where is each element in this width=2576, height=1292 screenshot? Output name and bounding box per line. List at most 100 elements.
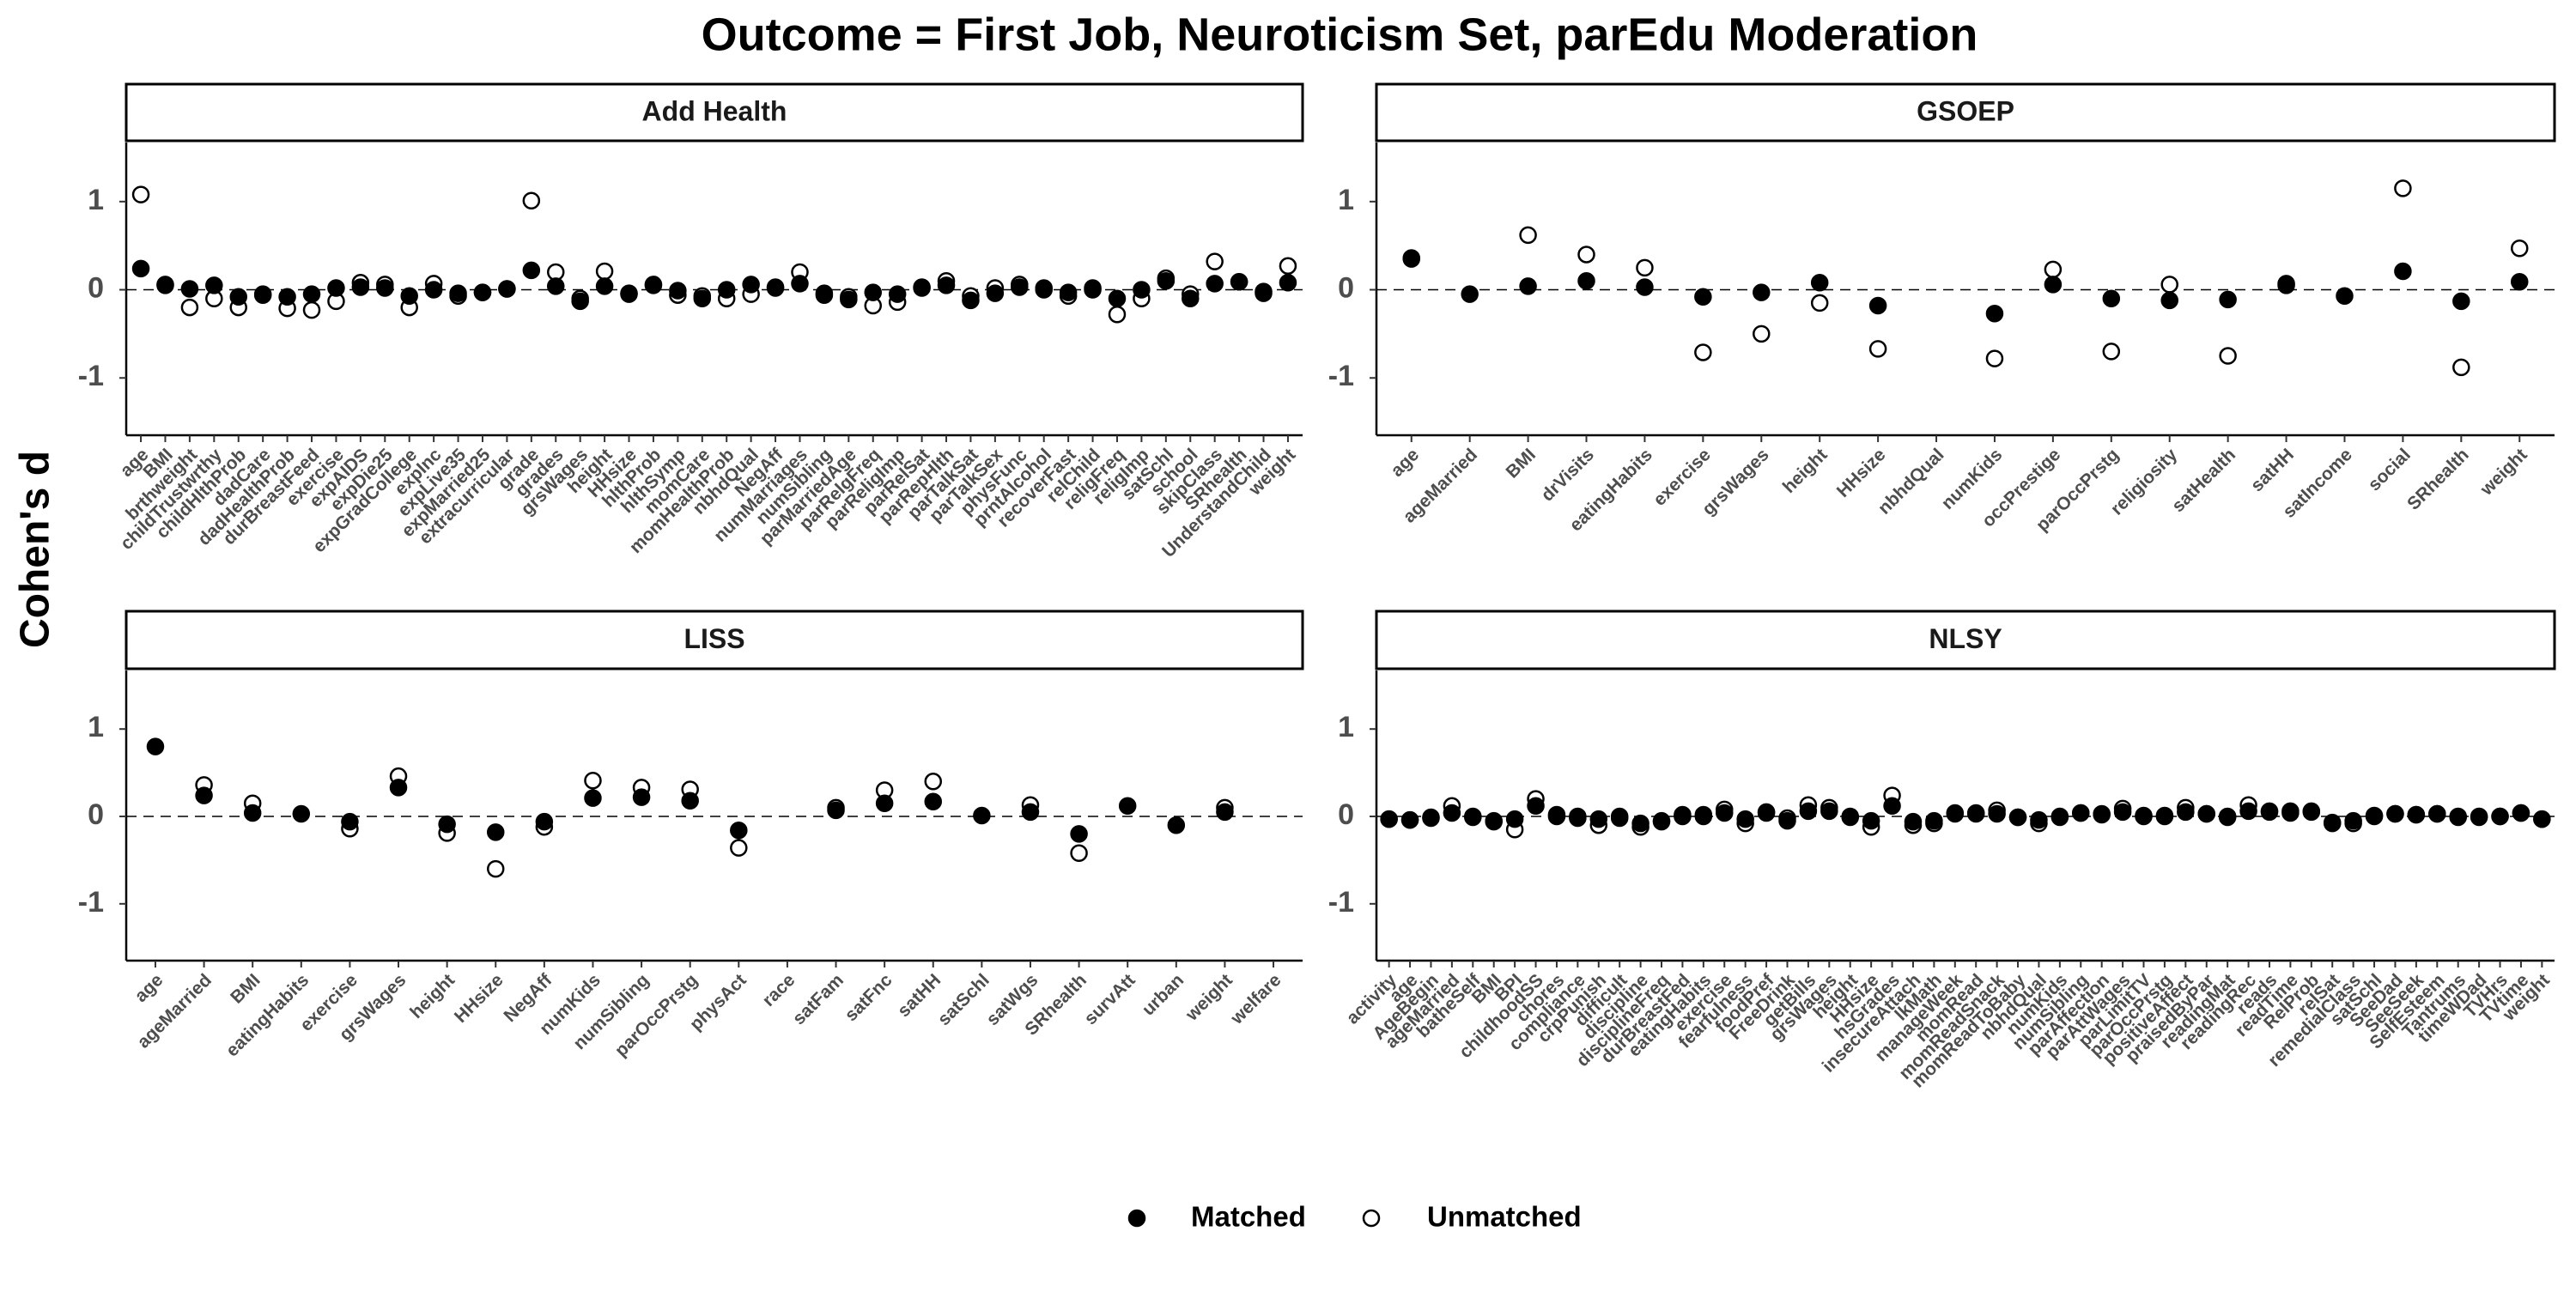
matched-point <box>2428 804 2446 823</box>
y-tick-label: 1 <box>1338 711 1354 743</box>
matched-point <box>1380 810 1398 828</box>
matched-point <box>840 290 858 309</box>
matched-point <box>2093 805 2111 824</box>
unmatched-point <box>1985 349 2004 367</box>
matched-point <box>2491 807 2509 826</box>
matched-point <box>2072 804 2090 822</box>
matched-point <box>376 279 394 297</box>
matched-point <box>1862 811 1880 830</box>
matched-point <box>2394 262 2412 281</box>
unmatched-point <box>1108 306 1127 324</box>
matched-point <box>888 285 907 303</box>
matched-point <box>2030 810 2048 829</box>
matched-point <box>986 284 1005 302</box>
matched-point <box>1904 812 1923 831</box>
matched-point <box>1255 284 1273 302</box>
unmatched-point <box>522 191 541 210</box>
matched-point <box>1757 803 1776 822</box>
y-tick-label: 1 <box>1338 184 1354 216</box>
matched-point <box>1810 274 1829 292</box>
matched-point <box>1547 807 1566 826</box>
matched-point <box>742 276 760 294</box>
matched-point <box>205 276 223 294</box>
unmatched-point <box>131 185 150 203</box>
legend-marker <box>1362 1209 1381 1228</box>
matched-point <box>1631 814 1649 833</box>
matched-point <box>669 282 687 300</box>
matched-point <box>2386 804 2404 823</box>
matched-point <box>937 276 956 294</box>
unmatched-point <box>1868 340 1887 358</box>
matched-point <box>571 292 589 311</box>
matched-point <box>2102 289 2121 308</box>
matched-point <box>351 278 370 296</box>
unmatched-point <box>302 300 321 319</box>
matched-point <box>546 277 565 295</box>
matched-point <box>717 281 736 299</box>
matched-point <box>924 792 943 810</box>
matched-point <box>1716 804 1734 822</box>
matched-point <box>632 788 651 806</box>
matched-point <box>1118 797 1137 816</box>
matched-point <box>2344 811 2362 830</box>
matched-point <box>1505 810 1524 828</box>
matched-point <box>1577 272 1595 290</box>
unmatched-point <box>1206 252 1224 270</box>
y-tick-label: 0 <box>88 798 104 831</box>
matched-point <box>1636 278 1654 296</box>
matched-point <box>1883 797 1901 816</box>
legend-label: Unmatched <box>1427 1201 1582 1233</box>
matched-point <box>1167 816 1186 834</box>
matched-point <box>1230 273 1249 291</box>
matched-point <box>1206 275 1224 293</box>
matched-point <box>278 288 296 306</box>
matched-point <box>1820 802 1838 821</box>
matched-point <box>1461 285 1479 303</box>
panel-strip <box>1375 82 2556 143</box>
matched-point <box>1035 279 1053 297</box>
matched-point <box>2302 802 2321 821</box>
matched-point <box>1946 804 1965 823</box>
matched-point <box>1485 812 1503 831</box>
matched-point <box>620 285 638 303</box>
matched-point <box>2219 290 2237 309</box>
legend-label: Matched <box>1191 1201 1306 1233</box>
matched-point <box>2452 292 2470 311</box>
matched-point <box>1059 283 1078 301</box>
matched-point <box>498 280 516 298</box>
matched-point <box>1279 274 1297 292</box>
matched-point <box>2113 803 2132 822</box>
y-tick-label: 1 <box>88 184 104 216</box>
matched-point <box>1610 807 1629 826</box>
matched-point <box>156 276 174 294</box>
unmatched-point <box>1577 246 1595 264</box>
matched-point <box>180 280 199 298</box>
y-tick-label: 0 <box>1338 798 1354 831</box>
unmatched-point <box>924 773 943 791</box>
y-tick-label: -1 <box>78 886 104 919</box>
matched-point <box>486 823 505 841</box>
matched-point <box>2407 805 2426 824</box>
unmatched-point <box>2160 276 2178 294</box>
matched-point <box>766 279 785 297</box>
matched-point <box>644 276 663 294</box>
chart-title: Outcome = First Job, Neuroticism Set, pa… <box>702 9 1978 60</box>
matched-point <box>1011 278 1029 296</box>
unmatched-point <box>1694 343 1712 361</box>
matched-point <box>973 806 991 825</box>
unmatched-point <box>2510 240 2529 258</box>
y-tick-label: 0 <box>88 272 104 305</box>
matched-point <box>815 286 834 304</box>
unmatched-point <box>486 859 505 878</box>
matched-point <box>2260 802 2279 821</box>
unmatched-point <box>1810 294 1829 312</box>
matched-point <box>1966 804 1985 823</box>
matched-point <box>2177 803 2195 822</box>
unmatched-point <box>1070 844 1088 863</box>
panel-title: GSOEP <box>1917 95 2014 126</box>
matched-point <box>584 789 602 807</box>
matched-point <box>2135 806 2153 825</box>
unmatched-point <box>2452 358 2470 377</box>
panel-title: LISS <box>683 623 744 654</box>
